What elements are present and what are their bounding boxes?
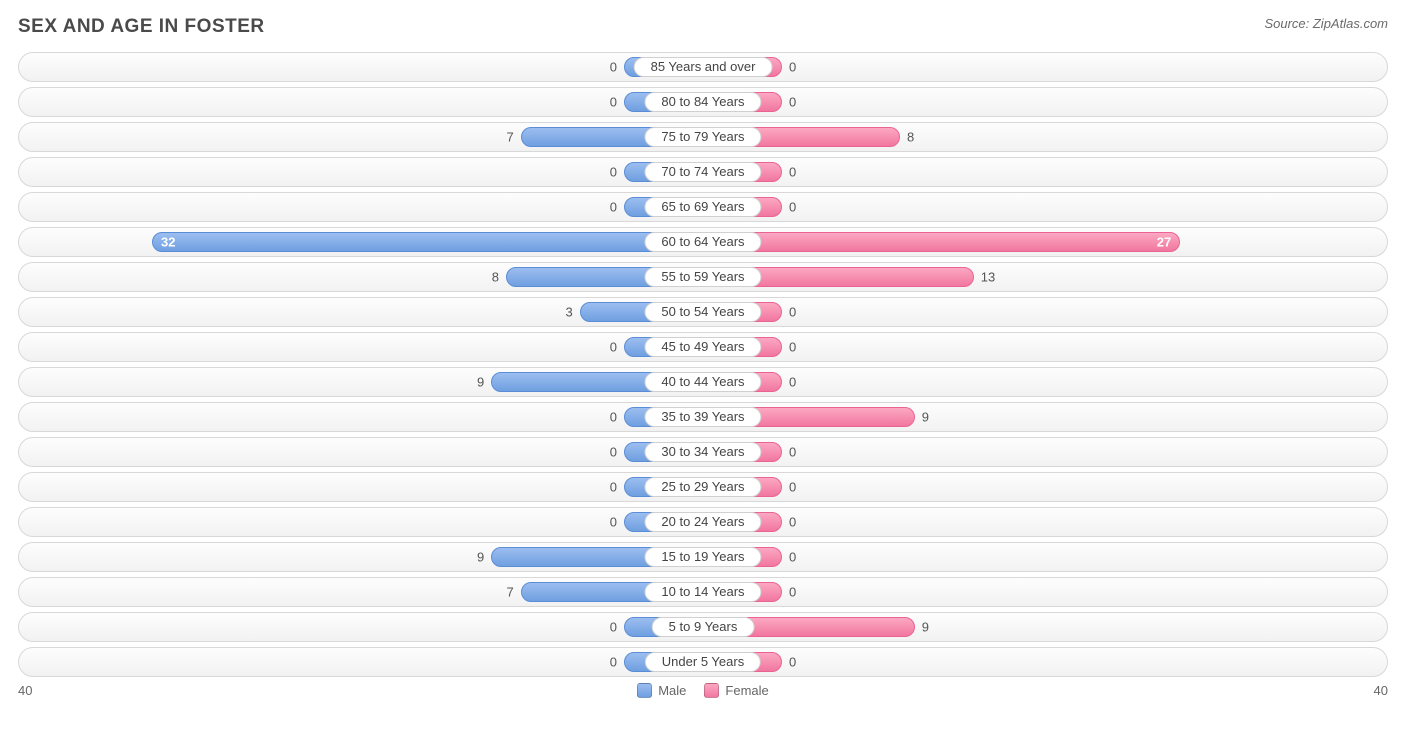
female-value: 0 [781,305,796,320]
male-value: 0 [610,200,625,215]
chart-footer: 40 Male Female 40 [18,683,1388,698]
female-value: 0 [781,480,796,495]
chart-row: 0 0 Under 5 Years [18,647,1388,677]
female-value: 0 [781,95,796,110]
male-value: 7 [507,585,522,600]
chart-header: SEX AND AGE IN FOSTER Source: ZipAtlas.c… [18,16,1388,38]
chart-source: Source: ZipAtlas.com [1264,16,1388,31]
axis-right-max: 40 [1374,683,1388,698]
age-label: 60 to 64 Years [644,232,761,252]
chart-row: 8 13 55 to 59 Years [18,262,1388,292]
age-label: 45 to 49 Years [644,337,761,357]
chart-row: 0 0 20 to 24 Years [18,507,1388,537]
female-value: 0 [781,200,796,215]
female-value: 8 [899,130,914,145]
male-value: 0 [610,165,625,180]
male-bar: 32 [152,232,704,252]
age-label: 75 to 79 Years [644,127,761,147]
chart-row: 0 0 65 to 69 Years [18,192,1388,222]
male-value: 0 [610,620,625,635]
male-value: 7 [507,130,522,145]
age-label: 85 Years and over [634,57,773,77]
male-value: 9 [477,375,492,390]
female-value: 27 [1157,235,1171,250]
chart-row: 0 0 80 to 84 Years [18,87,1388,117]
age-label: 50 to 54 Years [644,302,761,322]
male-value: 3 [566,305,581,320]
male-value: 8 [492,270,507,285]
male-value: 0 [610,655,625,670]
age-label: 15 to 19 Years [644,547,761,567]
male-value: 0 [610,445,625,460]
legend-male-label: Male [658,683,686,698]
female-swatch [704,683,719,698]
chart-row: 0 9 5 to 9 Years [18,612,1388,642]
chart-title: SEX AND AGE IN FOSTER [18,16,265,38]
female-value: 0 [781,585,796,600]
age-label: Under 5 Years [645,652,761,672]
chart-row: 9 0 40 to 44 Years [18,367,1388,397]
chart-row: 0 0 85 Years and over [18,52,1388,82]
age-label: 65 to 69 Years [644,197,761,217]
age-label: 80 to 84 Years [644,92,761,112]
age-label: 25 to 29 Years [644,477,761,497]
male-value: 0 [610,410,625,425]
male-value: 0 [610,515,625,530]
male-value: 9 [477,550,492,565]
age-label: 20 to 24 Years [644,512,761,532]
female-bar: 27 [702,232,1180,252]
chart-row: 7 8 75 to 79 Years [18,122,1388,152]
axis-left-max: 40 [18,683,32,698]
male-value: 0 [610,480,625,495]
male-value: 0 [610,95,625,110]
female-value: 9 [914,410,929,425]
chart-row: 32 27 60 to 64 Years [18,227,1388,257]
female-value: 0 [781,375,796,390]
chart-row: 9 0 15 to 19 Years [18,542,1388,572]
legend-female-label: Female [725,683,768,698]
age-label: 35 to 39 Years [644,407,761,427]
legend-female: Female [704,683,768,698]
chart-row: 0 0 30 to 34 Years [18,437,1388,467]
female-value: 13 [973,270,995,285]
age-label: 40 to 44 Years [644,372,761,392]
chart-row: 7 0 10 to 14 Years [18,577,1388,607]
female-value: 0 [781,340,796,355]
female-value: 0 [781,60,796,75]
chart-row: 0 0 25 to 29 Years [18,472,1388,502]
age-label: 5 to 9 Years [652,617,755,637]
legend-male: Male [637,683,686,698]
female-value: 0 [781,655,796,670]
male-swatch [637,683,652,698]
male-value: 0 [610,340,625,355]
male-value: 32 [161,235,175,250]
female-value: 0 [781,550,796,565]
age-label: 55 to 59 Years [644,267,761,287]
chart-row: 0 9 35 to 39 Years [18,402,1388,432]
chart-row: 0 0 70 to 74 Years [18,157,1388,187]
legend: Male Female [637,683,769,698]
female-value: 0 [781,445,796,460]
age-label: 10 to 14 Years [644,582,761,602]
female-value: 0 [781,515,796,530]
chart-row: 0 0 45 to 49 Years [18,332,1388,362]
pyramid-chart: 0085 Years and over0080 to 84 Years7875 … [18,52,1388,677]
female-value: 0 [781,165,796,180]
chart-row: 3 0 50 to 54 Years [18,297,1388,327]
age-label: 30 to 34 Years [644,442,761,462]
male-value: 0 [610,60,625,75]
female-value: 9 [914,620,929,635]
age-label: 70 to 74 Years [644,162,761,182]
